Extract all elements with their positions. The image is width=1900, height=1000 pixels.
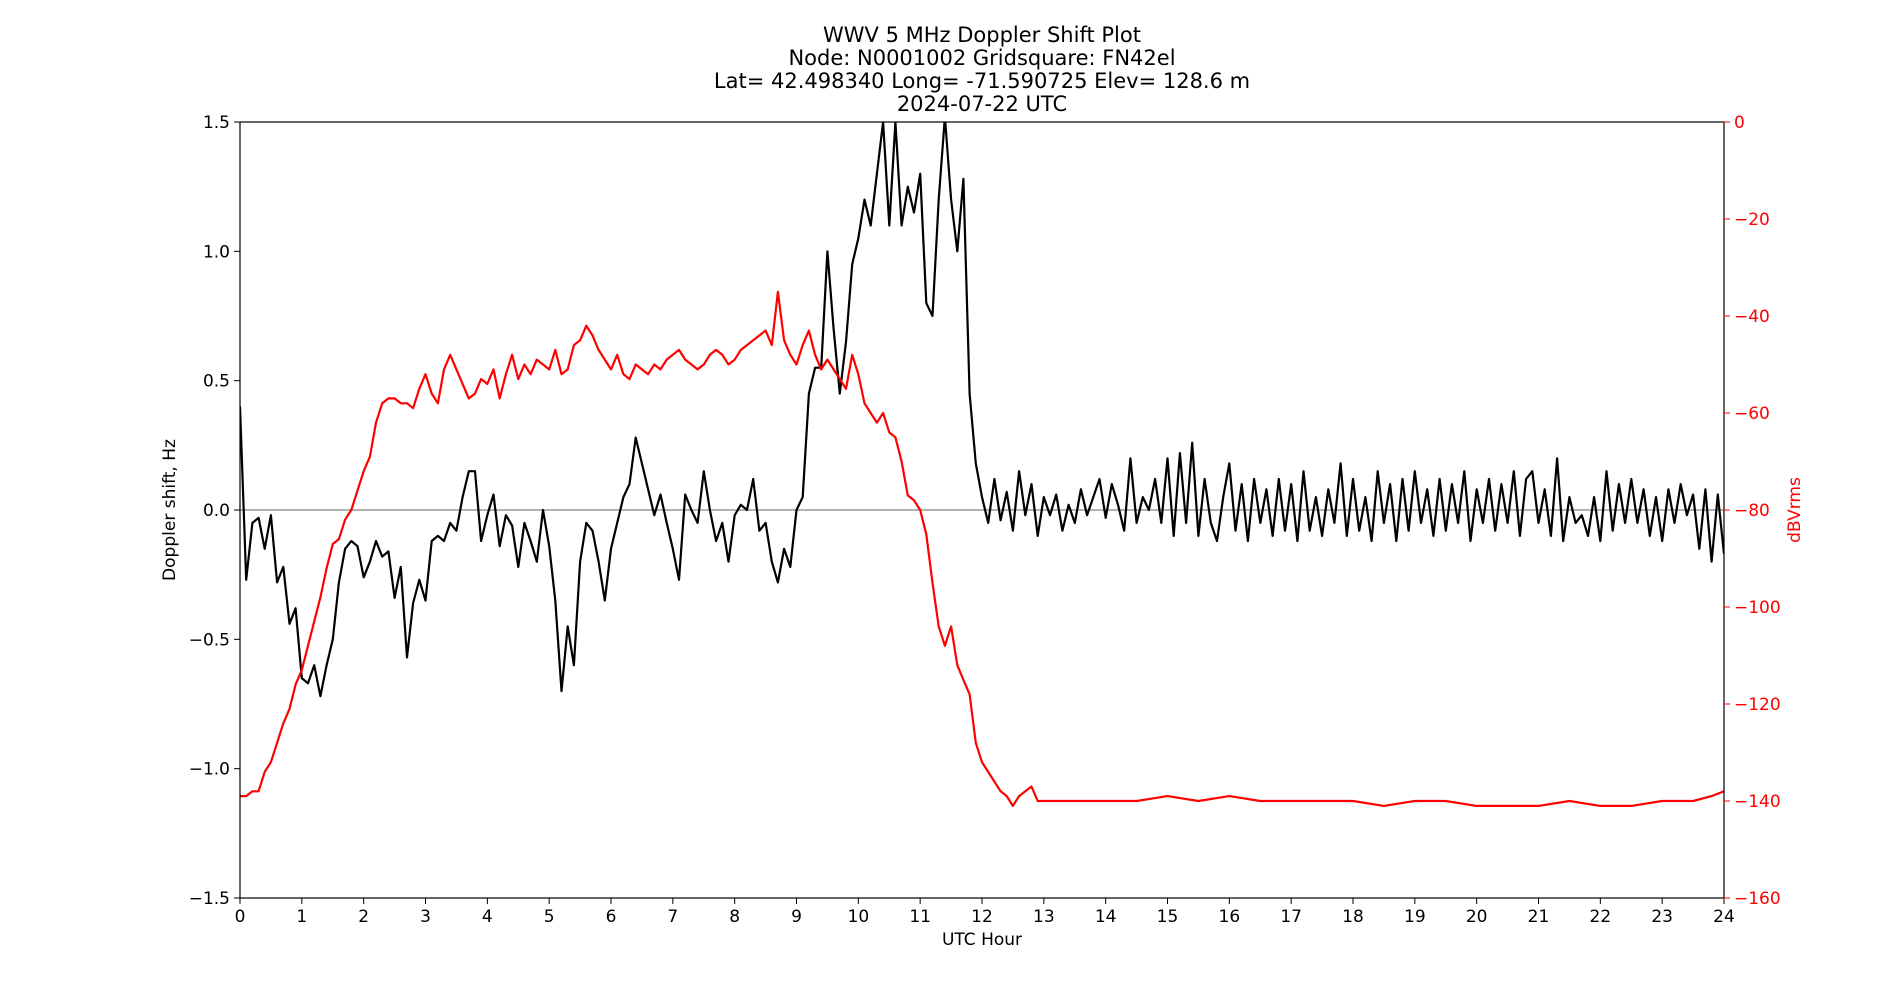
y-right-tick-label: 0 (1734, 113, 1745, 133)
y-left-tick-label: −1.5 (189, 889, 230, 909)
x-tick-label: 16 (1219, 907, 1241, 927)
x-tick-label: 17 (1280, 907, 1302, 927)
title-line-3: Lat= 42.498340 Long= -71.590725 Elev= 12… (714, 69, 1250, 93)
x-tick-label: 10 (848, 907, 870, 927)
y-left-tick-label: 0.5 (203, 372, 230, 392)
y-axis-right-label: dBVrms (1785, 477, 1805, 543)
y-right-tick-label: −60 (1734, 404, 1770, 424)
chart-title: WWV 5 MHz Doppler Shift Plot Node: N0001… (714, 23, 1250, 116)
y-axis-left-label: Doppler shift, Hz (160, 439, 180, 581)
x-tick-label: 14 (1095, 907, 1117, 927)
x-tick-label: 6 (606, 907, 617, 927)
x-tick-label: 12 (971, 907, 993, 927)
doppler-shift-line (240, 122, 1724, 698)
y-right-tick-label: −80 (1734, 501, 1770, 521)
y-right-tick-label: −120 (1734, 695, 1781, 715)
y-right-tick-label: −100 (1734, 598, 1781, 618)
x-tick-label: 1 (296, 907, 307, 927)
x-tick-label: 7 (667, 907, 678, 927)
plot-area (240, 122, 1724, 807)
x-tick-label: 11 (909, 907, 931, 927)
x-tick-label: 24 (1713, 907, 1735, 927)
y-left-tick-label: 1.0 (203, 242, 230, 262)
title-line-1: WWV 5 MHz Doppler Shift Plot (823, 23, 1141, 47)
y-right-tick-label: −20 (1734, 210, 1770, 230)
x-tick-label: 20 (1466, 907, 1488, 927)
y-left-tick-label: 1.5 (203, 113, 230, 133)
x-tick-label: 23 (1651, 907, 1673, 927)
x-tick-label: 18 (1342, 907, 1364, 927)
x-tick-label: 3 (420, 907, 431, 927)
x-axis-label: UTC Hour (942, 930, 1022, 950)
x-tick-label: 2 (358, 907, 369, 927)
x-tick-label: 19 (1404, 907, 1426, 927)
x-axis: 0 1 2 3 4 5 6 7 8 9 10 11 12 13 14 15 16 17 18 19 20 21 22 23 24 (235, 898, 1735, 927)
y-right-tick-label: −160 (1734, 889, 1781, 909)
y-axis-left: 1.5 1.0 0.5 0.0 −0.5 −1.0 −1.5 (189, 113, 240, 909)
y-right-tick-label: −40 (1734, 307, 1770, 327)
x-tick-label: 21 (1528, 907, 1550, 927)
y-right-tick-label: −140 (1734, 792, 1781, 812)
x-tick-label: 8 (729, 907, 740, 927)
y-axis-right: 0 −20 −40 −60 −80 −100 −120 −140 −160 (1724, 113, 1781, 909)
x-tick-label: 15 (1157, 907, 1179, 927)
x-tick-label: 13 (1033, 907, 1055, 927)
x-tick-label: 22 (1590, 907, 1612, 927)
power-dbvrms-line (240, 290, 1724, 807)
x-tick-label: 9 (791, 907, 802, 927)
title-line-4: 2024-07-22 UTC (897, 92, 1067, 116)
x-tick-label: 5 (544, 907, 555, 927)
y-left-tick-label: −0.5 (189, 630, 230, 650)
y-left-tick-label: 0.0 (203, 501, 230, 521)
title-line-2: Node: N0001002 Gridsquare: FN42el (788, 46, 1175, 70)
y-left-tick-label: −1.0 (189, 760, 230, 780)
x-tick-label: 0 (235, 907, 246, 927)
x-tick-label: 4 (482, 907, 493, 927)
